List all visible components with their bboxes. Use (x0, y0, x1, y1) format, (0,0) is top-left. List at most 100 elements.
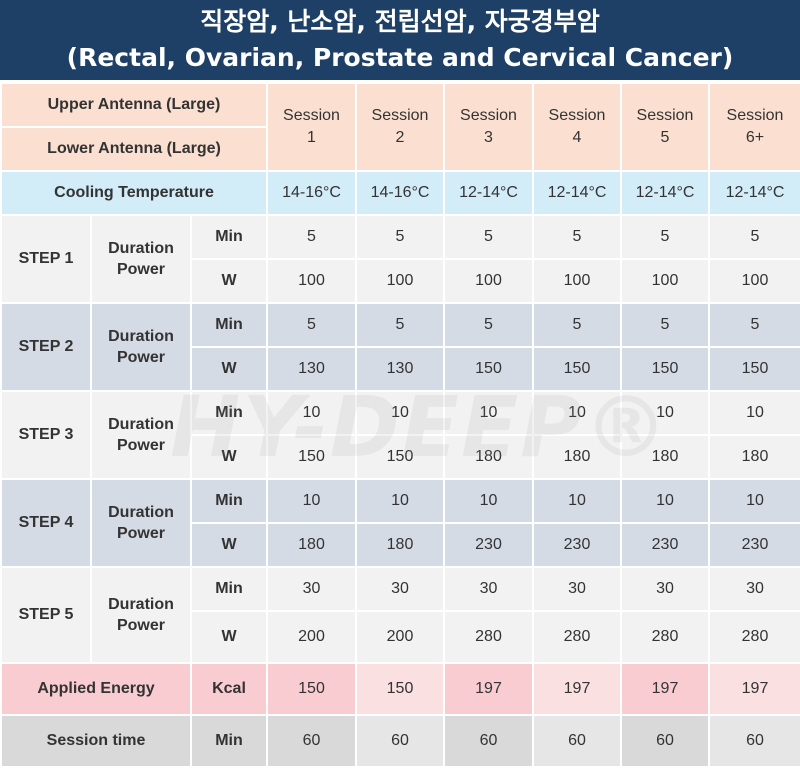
min-unit-label: Min (190, 214, 268, 260)
title-korean: 직장암, 난소암, 전립선암, 자궁경부암 (200, 7, 600, 36)
protocol-table: Upper Antenna (Large) Session 1 Session 2 Ses… (0, 82, 800, 768)
session-header-word: Session (548, 107, 606, 124)
duration-value: 10 (532, 390, 622, 436)
applied-energy-label: Applied Energy (0, 662, 192, 716)
cooling-value: 12-14°C (532, 170, 622, 216)
watt-unit-label: W (190, 610, 268, 664)
duration-power-label: Duration Power (90, 302, 192, 392)
duration-value: 10 (266, 390, 357, 436)
duration-value: 5 (708, 214, 800, 260)
min-unit-label: Min (190, 302, 268, 348)
power-value: 180 (532, 434, 622, 480)
watt-unit-label: W (190, 434, 268, 480)
step-2-watt-row: W 130 130 150 150 150 150 (1, 346, 800, 392)
cooling-value: 12-14°C (708, 170, 800, 216)
duration-value: 10 (620, 478, 710, 524)
cooling-value: 14-16°C (266, 170, 357, 216)
step-3-min-row: STEP 3 Duration Power Min 10 10 10 10 10 10 (0, 390, 800, 480)
duration-value: 5 (443, 302, 534, 348)
session-header-number: 6+ (745, 129, 765, 146)
duration-value: 10 (708, 478, 800, 524)
session-header-number: 5 (660, 129, 670, 146)
session-header-word: Session (371, 107, 429, 124)
power-value: 150 (355, 434, 445, 480)
session-header-2: Session 2 (355, 82, 445, 172)
power-label: Power (116, 261, 165, 278)
duration-value: 10 (620, 390, 710, 436)
energy-value: 197 (620, 662, 710, 716)
power-value: 100 (532, 258, 622, 304)
min-unit-label: Min (190, 566, 268, 612)
step-1-min-row: STEP 1 Duration Power Min 5 5 5 5 5 5 (0, 214, 800, 304)
duration-label: Duration (108, 596, 174, 613)
power-value: 230 (532, 522, 622, 568)
power-value: 200 (355, 610, 445, 664)
power-value: 130 (355, 346, 445, 392)
cooling-value: 12-14°C (620, 170, 710, 216)
cooling-label: Cooling Temperature (0, 170, 268, 216)
duration-value: 10 (443, 390, 534, 436)
min-unit-label: Min (190, 478, 268, 524)
power-value: 150 (266, 434, 357, 480)
energy-value: 197 (532, 662, 622, 716)
duration-power-label: Duration Power (90, 214, 192, 304)
duration-value: 5 (266, 214, 357, 260)
step-label: STEP 5 (0, 566, 92, 664)
power-value: 150 (532, 346, 622, 392)
duration-value: 5 (355, 302, 445, 348)
upper-antenna-label: Upper Antenna (Large) (0, 82, 268, 128)
power-value: 100 (620, 258, 710, 304)
duration-value: 30 (708, 566, 800, 612)
power-value: 180 (266, 522, 357, 568)
duration-value: 5 (620, 302, 710, 348)
cooling-value: 14-16°C (355, 170, 445, 216)
duration-label: Duration (108, 328, 174, 345)
duration-value: 10 (708, 390, 800, 436)
cooling-row: Cooling Temperature 14-16°C 14-16°C 12-14°C… (0, 170, 800, 216)
antenna-row-upper: Upper Antenna (Large) Session 1 Session 2 Ses… (0, 82, 800, 172)
duration-value: 5 (532, 302, 622, 348)
step-4-watt-row: W 180 180 230 230 230 230 (1, 522, 800, 568)
session-time-value: 60 (620, 714, 710, 768)
duration-power-label: Duration Power (90, 390, 192, 480)
duration-label: Duration (108, 240, 174, 257)
duration-value: 30 (266, 566, 357, 612)
duration-value: 10 (532, 478, 622, 524)
session-header-number: 3 (484, 129, 493, 146)
step-3-watt-row: W 150 150 180 180 180 180 (1, 434, 800, 480)
power-label: Power (116, 349, 165, 366)
session-header-3: Session 3 (443, 82, 534, 172)
step-1-watt-row: W 100 100 100 100 100 100 (1, 258, 800, 304)
session-time-value: 60 (443, 714, 534, 768)
power-value: 100 (355, 258, 445, 304)
duration-power-label: Duration Power (90, 478, 192, 568)
session-time-unit-label: Min (190, 714, 268, 768)
min-unit-label: Min (190, 390, 268, 436)
power-value: 180 (708, 434, 800, 480)
watt-unit-label: W (190, 522, 268, 568)
lower-antenna-label: Lower Antenna (Large) (0, 126, 268, 172)
session-header-number: 2 (395, 129, 405, 146)
duration-power-label: Duration Power (90, 566, 192, 664)
power-value: 100 (266, 258, 357, 304)
duration-value: 5 (443, 214, 534, 260)
session-time-value: 60 (355, 714, 445, 768)
session-time-value: 60 (266, 714, 357, 768)
watt-unit-label: W (190, 258, 268, 304)
power-value: 230 (443, 522, 534, 568)
power-value: 150 (620, 346, 710, 392)
duration-value: 5 (532, 214, 622, 260)
duration-value: 30 (620, 566, 710, 612)
watt-unit-label: W (190, 346, 268, 392)
session-time-value: 60 (708, 714, 800, 768)
session-time-value: 60 (532, 714, 622, 768)
power-value: 150 (443, 346, 534, 392)
session-header-word: Session (460, 107, 517, 124)
power-value: 280 (532, 610, 622, 664)
duration-value: 30 (532, 566, 622, 612)
duration-value: 5 (620, 214, 710, 260)
step-label: STEP 4 (0, 478, 92, 568)
power-value: 230 (708, 522, 800, 568)
session-header-number: 1 (307, 129, 316, 146)
power-value: 280 (620, 610, 710, 664)
